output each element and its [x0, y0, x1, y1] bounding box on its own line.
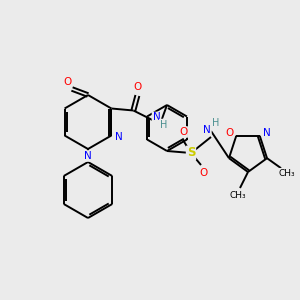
- Text: N: N: [203, 125, 211, 135]
- Text: H: H: [212, 118, 220, 128]
- Text: O: O: [179, 127, 187, 137]
- Text: N: N: [263, 128, 271, 138]
- Text: O: O: [199, 168, 207, 178]
- Text: N: N: [84, 151, 92, 161]
- Text: H: H: [160, 119, 167, 130]
- Text: O: O: [133, 82, 142, 92]
- Text: S: S: [187, 146, 195, 160]
- Text: CH₃: CH₃: [279, 169, 295, 178]
- Text: CH₃: CH₃: [230, 191, 246, 200]
- Text: O: O: [63, 77, 71, 87]
- Text: N: N: [115, 133, 122, 142]
- Text: O: O: [225, 128, 233, 138]
- Text: N: N: [152, 112, 160, 122]
